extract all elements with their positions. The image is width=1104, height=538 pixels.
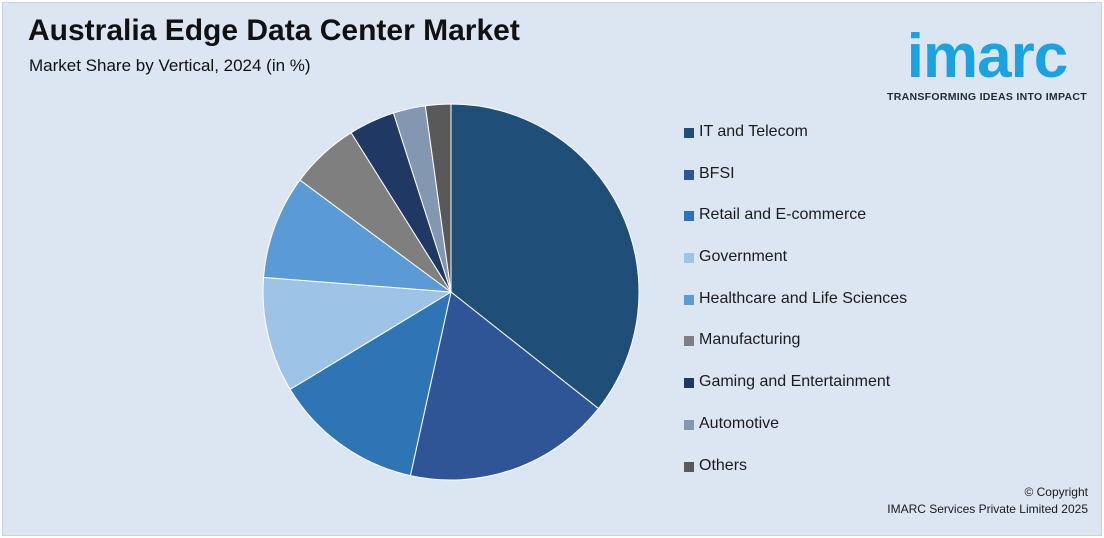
legend-label: IT and Telecom (699, 123, 808, 140)
legend-swatch (684, 253, 694, 264)
legend-label: Others (699, 456, 748, 474)
legend-label: Automotive (699, 414, 780, 432)
logo-tagline: TRANSFORMING IDEAS INTO IMPACT (887, 91, 1087, 103)
legend-label: Government (699, 248, 788, 266)
legend-item-healthcare-and-life-sciences: Healthcare and Life Sciences (684, 287, 984, 329)
legend-item-others: Others (684, 454, 984, 496)
legend-item-automotive: Automotive (684, 412, 984, 454)
logo-wordmark: imarc (906, 22, 1068, 91)
pie-slice-retail-and-e-commerce (289, 290, 452, 477)
legend-label: Retail and E-commerce (699, 206, 867, 224)
legend-item-government: Government (684, 245, 984, 287)
pie-slice-healthcare-and-life-sciences (263, 179, 453, 293)
legend-label: Gaming and Entertainment (699, 373, 891, 391)
imarc-logo: imarc TRANSFORMING IDEAS INTO IMPACT (880, 12, 1094, 104)
legend-swatch (684, 128, 694, 138)
pie-slice-it-and-telecom (450, 103, 640, 410)
copyright-line-2: IMARC Services Private Limited 2025 (887, 502, 1088, 516)
chart-subtitle: Market Share by Vertical, 2024 (in %) (29, 56, 311, 75)
legend-swatch (684, 169, 694, 180)
legend-label: Healthcare and Life Sciences (699, 289, 908, 307)
copyright-line-1: © Copyright (1024, 485, 1088, 499)
legend-swatch (684, 211, 694, 222)
legend-swatch (684, 336, 694, 347)
legend-item-manufacturing: Manufacturing (684, 328, 984, 370)
legend-swatch (684, 294, 694, 305)
legend-swatch (684, 461, 694, 472)
chart-title: Australia Edge Data Center Market (28, 14, 520, 47)
pie-slice-government (262, 276, 453, 391)
legend-swatch (684, 378, 694, 389)
chart-legend: IT and Telecom BFSI Retail and E-commerce G… (684, 120, 984, 495)
legend-swatch (684, 419, 694, 430)
legend-label: Manufacturing (699, 331, 801, 349)
legend-item-retail-and-e-commerce: Retail and E-commerce (684, 203, 984, 245)
pie-slice-others (424, 103, 452, 293)
legend-item-gaming-and-entertainment: Gaming and Entertainment (684, 370, 984, 412)
legend-item-it-and-telecom: IT and Telecom (684, 120, 984, 162)
legend-item-bfsi: BFSI (684, 162, 984, 204)
pie-slice-bfsi (409, 291, 600, 481)
legend-label: BFSI (699, 164, 735, 182)
copyright-notice: © Copyright IMARC Services Private Limit… (887, 484, 1088, 518)
